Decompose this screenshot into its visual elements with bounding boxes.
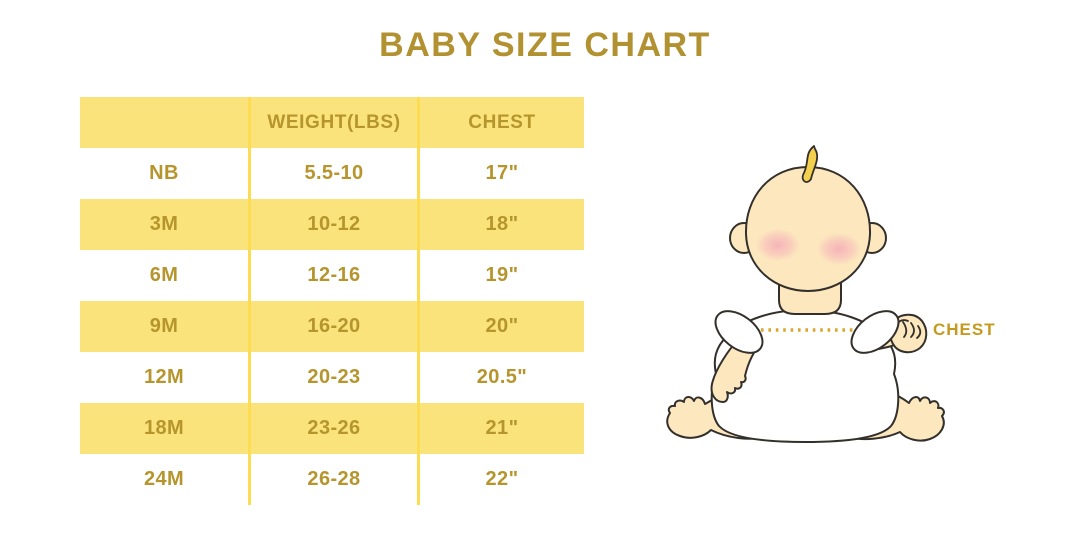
table-row: NB 5.5-10 17" xyxy=(80,148,584,199)
size-cell: NB xyxy=(149,162,179,184)
weight-cell: 23-26 xyxy=(248,403,417,454)
table-row: 24M 26-28 22" xyxy=(80,454,584,505)
chest-cell: 18" xyxy=(417,199,584,250)
chest-cell: 21" xyxy=(417,403,584,454)
size-cell: 24M xyxy=(143,468,185,490)
chest-cell: 17" xyxy=(417,148,584,199)
table-header-row: WEIGHT(LBS) CHEST xyxy=(80,97,584,148)
baby-left-sleeve xyxy=(714,310,764,354)
size-cell: 9M xyxy=(149,315,179,337)
column-header-weight: WEIGHT(LBS) xyxy=(248,97,417,148)
weight-cell: 5.5-10 xyxy=(248,148,417,199)
baby-illustration xyxy=(666,145,945,443)
chest-cell: 20" xyxy=(417,301,584,352)
table-row: 9M 16-20 20" xyxy=(80,301,584,352)
size-cell: 12M xyxy=(143,366,185,388)
weight-cell: 10-12 xyxy=(248,199,417,250)
size-cell: 18M xyxy=(143,417,185,439)
weight-cell: 16-20 xyxy=(248,301,417,352)
column-header-size xyxy=(80,97,248,148)
size-cell: 6M xyxy=(149,264,179,286)
baby-hair-icon xyxy=(801,145,819,183)
baby-right-sleeve xyxy=(850,310,900,354)
baby-head xyxy=(744,166,872,292)
table-row: 3M 10-12 18" xyxy=(80,199,584,250)
chest-cell: 20.5" xyxy=(417,352,584,403)
chest-label: CHEST xyxy=(933,320,996,339)
baby-right-cheek xyxy=(817,233,861,265)
baby-left-cheek xyxy=(756,229,800,261)
weight-cell: 26-28 xyxy=(248,454,417,505)
table-row: 12M 20-23 20.5" xyxy=(80,352,584,403)
table-row: 6M 12-16 19" xyxy=(80,250,584,301)
page-title: BABY SIZE CHART xyxy=(379,26,711,64)
size-chart-table: WEIGHT(LBS) CHEST NB 5.5-10 17" 3M 10-12… xyxy=(80,97,584,505)
size-cell: 3M xyxy=(149,213,179,235)
weight-cell: 20-23 xyxy=(248,352,417,403)
column-header-chest: CHEST xyxy=(417,97,584,148)
weight-cell: 12-16 xyxy=(248,250,417,301)
chest-cell: 22" xyxy=(417,454,584,505)
chest-cell: 19" xyxy=(417,250,584,301)
table-row: 18M 23-26 21" xyxy=(80,403,584,454)
